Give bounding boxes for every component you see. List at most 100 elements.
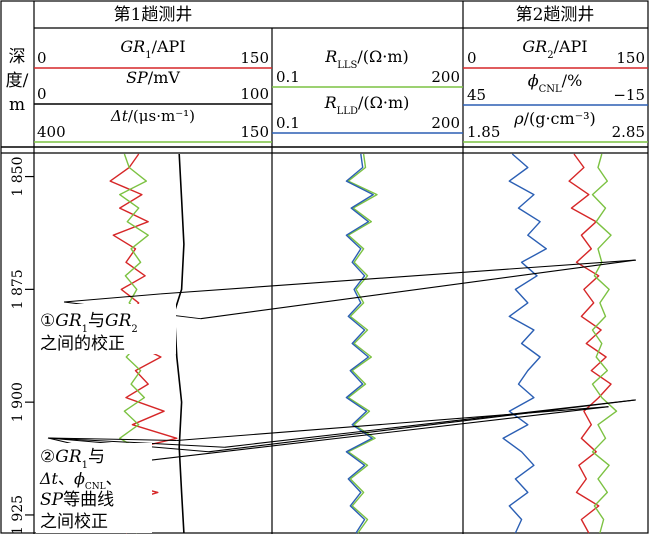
svg-text:ρ/(g·cm⁻³): ρ/(g·cm⁻³) [513, 109, 596, 128]
correlation-line-4 [176, 406, 609, 442]
y-tick-label-3: 1 925 [10, 495, 26, 535]
header-rlls: RLLS/(Ω·m) 0.1 200 [272, 47, 463, 88]
correlation-line-5 [145, 406, 609, 462]
correlation-line-3 [208, 399, 636, 453]
gr2-right: 150 [616, 49, 645, 67]
annotation-1: ①GR1与GR2 之间的校正 [36, 304, 176, 354]
cnl-sub: CNL [539, 84, 562, 95]
rlls-unit: /(Ω·m) [357, 47, 408, 66]
dt-right: 150 [240, 123, 269, 141]
ann1-line2: 之间的校正 [40, 334, 125, 354]
dt-unit: /(μs·m⁻¹) [128, 107, 195, 125]
sp-left: 0 [37, 85, 47, 103]
leader-line-1 [63, 293, 161, 303]
svg-text:SP/mV: SP/mV [126, 68, 180, 87]
cnl-unit: /% [562, 71, 583, 90]
sp-unit: /mV [148, 68, 181, 87]
gr1-sub: 1 [145, 50, 151, 61]
annotation-2: ②GR1与 Δt、ϕCNL、 SP等曲线 之间校正 [36, 443, 152, 533]
ann1-sub1: 1 [82, 324, 88, 335]
header-rlld: RLLD/(Ω·m) 0.1 200 [272, 93, 463, 134]
ann2-rest: 等曲线 [63, 490, 114, 510]
header-den: ρ/(g·cm⁻³) 1.85 2.85 [463, 109, 648, 143]
svg-text:RLLS/(Ω·m): RLLS/(Ω·m) [324, 47, 409, 71]
svg-text:ϕCNL/%: ϕCNL/% [528, 71, 583, 95]
ann2-phi: ϕ [74, 469, 85, 488]
gr2-sub: 2 [547, 50, 553, 61]
depth-label-2: 度/ [6, 71, 29, 91]
rlls-sub: LLS [337, 60, 357, 71]
rlls-left: 0.1 [276, 68, 300, 86]
curve-rlld [345, 153, 374, 534]
header-gr1: GR1/API 0 150 [34, 37, 272, 69]
y-tick-label-1: 1 875 [10, 269, 26, 309]
correlation-line-0 [200, 259, 636, 320]
depth-label-3: m [9, 95, 25, 115]
ann2-gr1: GR [55, 447, 82, 467]
ann2-prefix: ② [40, 447, 55, 467]
cnl-right: −15 [613, 86, 645, 104]
svg-text:Δt/(μs·m⁻¹): Δt/(μs·m⁻¹) [110, 107, 195, 125]
den-unit: /(g·cm⁻³) [524, 109, 596, 128]
header-gr2: GR2/API 0 150 [463, 37, 648, 69]
correlation-lines [47, 259, 636, 462]
ann2-line4: 之间校正 [40, 512, 108, 532]
svg-text:GR1/API: GR1/API [120, 37, 185, 61]
ann2-sp: SP [40, 490, 64, 510]
svg-text:②GR1与: ②GR1与 [40, 447, 105, 471]
ann1-prefix: ① [40, 311, 55, 331]
den-left: 1.85 [467, 123, 500, 141]
cnl-left: 45 [467, 86, 486, 104]
depth-label-1: 深 [9, 47, 26, 67]
rlld-unit: /(Ω·m) [358, 93, 409, 112]
leader-line-4 [47, 437, 177, 442]
gr1-name: GR [120, 37, 145, 56]
rlld-sub: LLD [337, 106, 358, 117]
depth-ticks: 1 850 1 875 1 900 1 925 [10, 157, 34, 535]
gr2-unit: /API [554, 37, 588, 56]
ann2-sep1: 、 [58, 469, 74, 488]
y-tick-label-0: 1 850 [10, 157, 26, 197]
header-cnl: ϕCNL/% 45 −15 [463, 71, 648, 106]
gr2-name: GR [522, 37, 547, 56]
den-name: ρ [513, 109, 524, 128]
ann1-sub2: 2 [131, 324, 137, 335]
rlld-name: R [324, 93, 337, 112]
well2-title: 第2趟测井 [516, 5, 595, 25]
header-sp: SP/mV 0 100 [34, 68, 272, 105]
ann1-gr1: GR [55, 311, 82, 331]
gr1-left: 0 [37, 49, 47, 67]
ann1-gr2: GR [105, 311, 132, 331]
curve-gr2 [568, 153, 612, 534]
rlls-right: 200 [431, 68, 460, 86]
sp-right: 100 [240, 85, 269, 103]
ann2-sep2: 、 [106, 469, 122, 488]
dt-name: Δt [110, 107, 129, 125]
svg-text:①GR1与GR2: ①GR1与GR2 [40, 311, 138, 335]
rlls-name: R [324, 47, 337, 66]
curve-ρ [591, 153, 618, 534]
cnl-name: ϕ [528, 71, 539, 90]
curve-ϕcnl [502, 153, 547, 534]
gr1-right: 150 [240, 49, 269, 67]
y-tick-label-2: 1 900 [10, 382, 26, 422]
ann2-sub1: 1 [82, 460, 88, 471]
svg-text:GR2/API: GR2/API [522, 37, 587, 61]
ann2-mid: 与 [88, 447, 105, 467]
log-curves [104, 153, 618, 534]
svg-text:SP等曲线: SP等曲线 [40, 490, 114, 510]
sp-name: SP [126, 68, 148, 87]
den-right: 2.85 [612, 123, 645, 141]
ann1-mid: 与 [88, 311, 105, 331]
dt-left: 400 [37, 123, 66, 141]
correlation-line-1 [160, 259, 636, 295]
svg-text:Δt、ϕCNL、: Δt、ϕCNL、 [39, 469, 122, 492]
ann2-cnl: CNL [85, 482, 106, 492]
gr2-left: 0 [467, 49, 477, 67]
svg-text:RLLD/(Ω·m): RLLD/(Ω·m) [324, 93, 410, 117]
well1-title: 第1趟测井 [114, 5, 193, 25]
header-dt: Δt/(μs·m⁻¹) 400 150 [34, 107, 272, 143]
